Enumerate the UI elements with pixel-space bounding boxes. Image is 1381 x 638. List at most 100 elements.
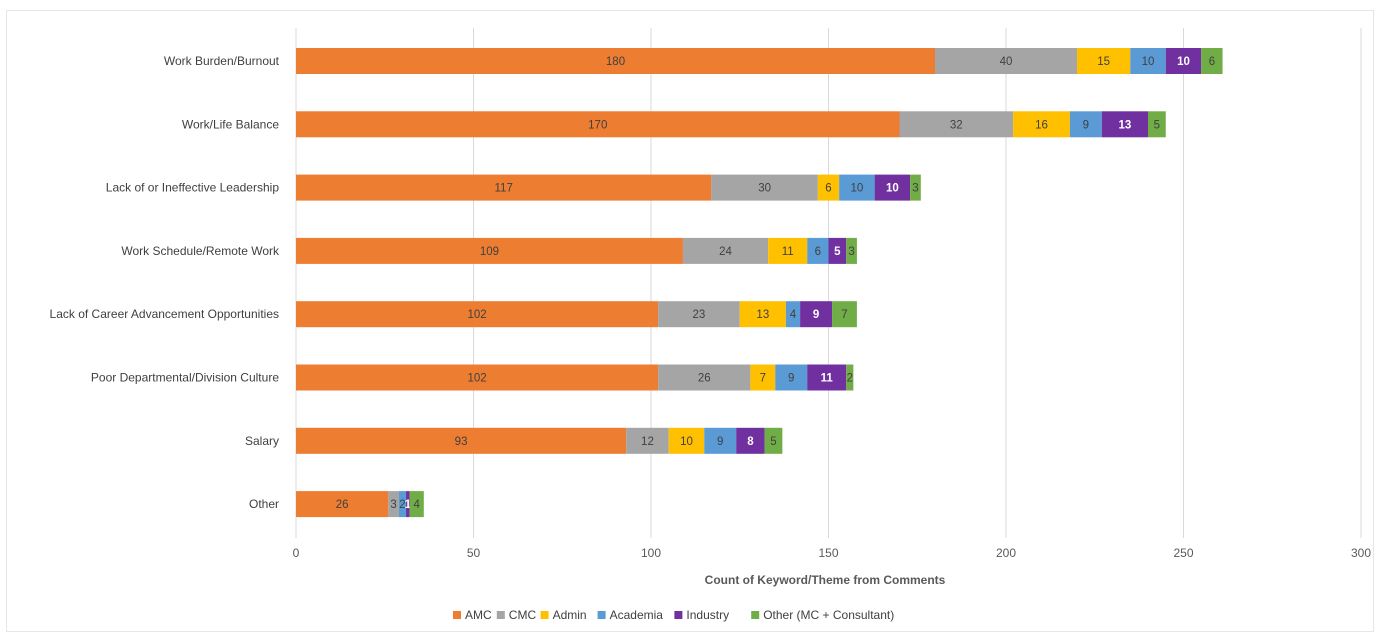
data-label: 102 (467, 373, 486, 385)
category-label: Work/Life Balance (182, 117, 279, 131)
category-label: Lack of Career Advancement Opportunities (50, 307, 279, 321)
bar-segment (846, 237, 857, 264)
category-label: Work Schedule/Remote Work (121, 244, 280, 258)
data-label: 23 (693, 309, 706, 321)
data-label: 2 (847, 373, 853, 385)
x-tick-label: 150 (818, 546, 838, 560)
legend-item: Other (MC + Consultant) (751, 608, 894, 622)
data-label: 26 (698, 373, 711, 385)
legend-label: CMC (509, 608, 537, 622)
bar-segment (668, 427, 705, 454)
bar-segment (658, 364, 751, 391)
data-label: 5 (834, 246, 841, 258)
legend-item: Academia (597, 608, 663, 622)
bar-segment (768, 237, 808, 264)
bar-segment (1130, 48, 1166, 74)
category-label: Work Burden/Burnout (164, 54, 280, 68)
data-label: 102 (467, 309, 486, 321)
bar-segment (1069, 111, 1102, 138)
data-label: 3 (848, 246, 854, 258)
data-label: 6 (1209, 56, 1215, 68)
bar-segment (704, 427, 737, 454)
legend-swatch (453, 611, 461, 619)
x-tick-label: 300 (1351, 546, 1371, 560)
bar-segment (1165, 48, 1202, 74)
data-label: 15 (1097, 56, 1110, 68)
bar-segment (899, 111, 1014, 138)
data-label: 6 (815, 246, 821, 258)
legend-swatch (751, 611, 760, 619)
bar-segment (682, 237, 769, 264)
bar-segment (626, 427, 669, 454)
data-label: 170 (588, 119, 607, 131)
data-label: 5 (770, 436, 776, 448)
x-tick-labels: 0 50 100 150 200 250 300 (293, 546, 1372, 560)
data-label: 3 (390, 499, 396, 511)
data-label: 11 (782, 246, 794, 258)
category-label: Salary (245, 434, 279, 448)
data-label: 10 (1142, 56, 1155, 68)
data-label: 5 (1154, 119, 1160, 131)
gridlines (295, 28, 1362, 538)
bar-segment (1201, 48, 1223, 74)
bar-segment (296, 111, 900, 138)
data-label: 180 (606, 56, 625, 68)
bar-segment (296, 491, 389, 518)
bar-segment (874, 174, 911, 201)
bar-segment (711, 174, 818, 201)
data-label: 7 (760, 373, 766, 385)
bar-row: 170 32 16 9 13 5 (296, 111, 1166, 138)
x-axis-label: Count of Keyword/Theme from Comments (705, 573, 946, 587)
legend-label: AMC (465, 608, 492, 622)
bar-segment (296, 427, 627, 454)
data-label: 1 (405, 499, 412, 511)
bar-row: 109 24 11 6 5 3 (296, 237, 857, 264)
chart-frame (6, 10, 1374, 632)
legend-label: Other (MC + Consultant) (763, 608, 894, 622)
bar-segment (398, 491, 407, 518)
category-label: Lack of or Ineffective Leadership (106, 181, 280, 195)
bar-segment (296, 48, 935, 74)
bar-row: 26 3 21 4 (296, 491, 424, 518)
bar-segment (388, 491, 399, 518)
data-label: 10 (680, 436, 693, 448)
bar-segment (775, 364, 808, 391)
bar-segment (1077, 48, 1131, 74)
bar-segment (828, 237, 847, 264)
bar-segment (817, 174, 840, 201)
bar-segment (736, 427, 765, 454)
data-label: 16 (1035, 119, 1048, 131)
bar-segment (406, 491, 410, 518)
data-label: 9 (1083, 119, 1089, 131)
bar-segment (296, 301, 659, 328)
bar-segment (1101, 111, 1148, 138)
legend-item: CMC (496, 608, 537, 622)
legend-item: AMC (453, 608, 492, 622)
data-label: 4 (790, 309, 797, 321)
x-tick-label: 50 (467, 546, 481, 560)
bar-segment (750, 364, 776, 391)
category-label: Poor Departmental/Division Culture (91, 371, 279, 385)
bar-segment (296, 237, 683, 264)
bar-segment (296, 364, 659, 391)
category-labels: Work Burden/Burnout Work/Life Balance Lack… (50, 54, 280, 511)
data-label: 13 (1119, 119, 1132, 131)
data-label: 24 (719, 246, 732, 258)
data-label: 2 (399, 499, 405, 511)
bar-segment (1013, 111, 1070, 138)
bar-row: 102 23 13 4 9 7 (296, 301, 857, 328)
legend: AMC CMC Admin Academia Industry Other (MC + C… (453, 608, 894, 622)
data-label: 109 (480, 246, 499, 258)
bar-row: 180 40 15 10 10 6 (296, 48, 1223, 74)
x-tick-label: 100 (641, 546, 661, 560)
bar-row: 117 30 6 10 10 3 (296, 174, 921, 201)
bar-segment (785, 301, 801, 328)
bar-segment (839, 174, 875, 201)
data-label: 11 (821, 373, 834, 385)
legend-label: Industry (686, 608, 729, 622)
bar-segment (800, 301, 833, 328)
legend-item: Admin (540, 608, 587, 622)
